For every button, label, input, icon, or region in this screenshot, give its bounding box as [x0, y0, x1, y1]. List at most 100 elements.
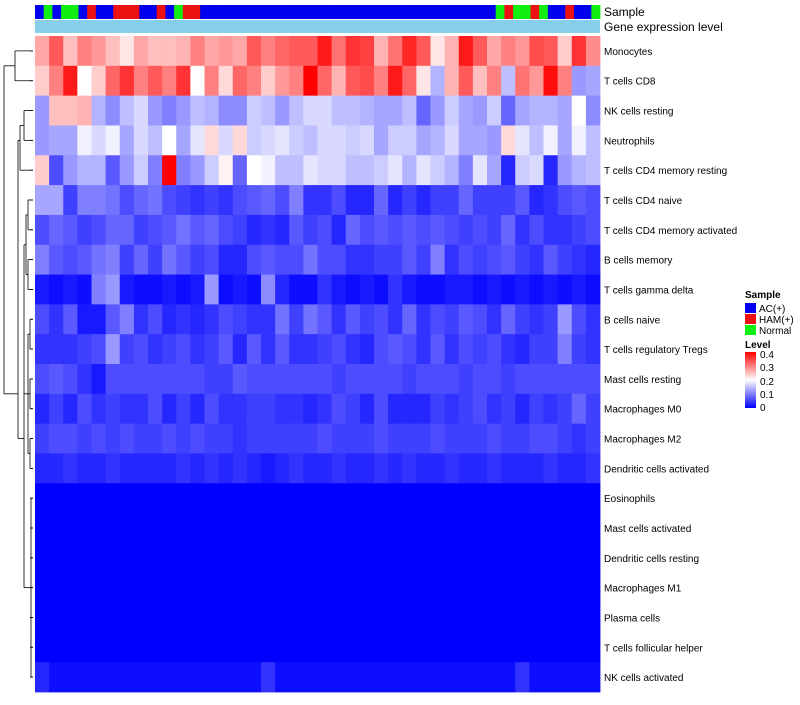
heatmap-cell: [162, 662, 177, 693]
heatmap-cell: [416, 572, 431, 603]
heatmap-cell: [571, 125, 587, 156]
heatmap-cell: [119, 632, 135, 663]
heatmap-cell: [190, 453, 205, 484]
heatmap-cell: [585, 393, 601, 425]
heatmap-cell: [275, 513, 290, 544]
heatmap-cell: [246, 214, 262, 246]
heatmap-cell: [63, 572, 78, 603]
heatmap-cell: [331, 423, 347, 454]
heatmap-cell: [515, 155, 530, 186]
heatmap-cell: [133, 483, 149, 514]
heatmap-cell: [374, 572, 389, 603]
heatmap-cell: [331, 572, 347, 603]
heatmap-cell: [388, 334, 403, 365]
heatmap-cell: [585, 304, 601, 335]
heatmap-cell: [275, 214, 290, 246]
heatmap-cell: [35, 95, 50, 126]
heatmap-cell: [119, 155, 135, 186]
heatmap-cell: [529, 214, 544, 246]
heatmap-cell: [515, 274, 530, 305]
heatmap-cell: [430, 95, 446, 126]
heatmap-cell: [133, 393, 149, 425]
heatmap-cell: [472, 304, 488, 335]
heatmap-cell: [374, 423, 389, 454]
heatmap-cell: [529, 65, 544, 97]
heatmap-cell: [472, 334, 488, 365]
heatmap-cell: [148, 304, 163, 335]
heatmap-cell: [105, 304, 121, 335]
heatmap-cell: [119, 423, 135, 454]
sample-annotation-cell: [434, 5, 444, 19]
heatmap-cell: [63, 513, 78, 544]
heatmap-cell: [416, 364, 431, 395]
heatmap-cell: [359, 483, 375, 514]
heatmap-cell: [388, 95, 403, 126]
heatmap-cell: [303, 95, 318, 126]
heatmap-cell: [261, 483, 276, 514]
heatmap-cell: [501, 244, 516, 275]
heatmap-cell: [430, 36, 446, 67]
heatmap-cell: [585, 483, 601, 514]
heatmap-cell: [345, 423, 361, 454]
heatmap-cell: [430, 214, 446, 246]
heatmap-cell: [458, 304, 474, 335]
heatmap-cell: [119, 572, 135, 603]
heatmap-cell: [49, 453, 64, 484]
heatmap-cell: [515, 393, 530, 425]
heatmap-cell: [359, 334, 375, 365]
heatmap-cell: [261, 244, 276, 275]
heatmap-cell: [416, 155, 431, 186]
row-label: T cells gamma delta: [604, 285, 694, 296]
heatmap-cell: [416, 304, 431, 335]
sample-annotation-cell: [95, 5, 105, 19]
heatmap-cell: [359, 393, 375, 425]
heatmap-cell: [148, 125, 163, 156]
heatmap-cell: [35, 155, 50, 186]
legend-label-ac: AC(+): [759, 304, 785, 315]
sample-annotation-cell: [582, 5, 592, 19]
heatmap-cell: [63, 95, 78, 126]
heatmap-cell: [331, 304, 347, 335]
heatmap-cell: [77, 662, 92, 693]
heatmap-cell: [176, 185, 191, 216]
heatmap-cell: [571, 95, 587, 126]
heatmap-cell: [218, 513, 234, 544]
heatmap-cell: [133, 185, 149, 216]
heatmap-cell: [105, 125, 121, 156]
heatmap-cell: [487, 125, 502, 156]
sample-annotation-cell: [391, 5, 401, 19]
sample-annotation-cell: [165, 5, 175, 19]
heatmap-cell: [557, 304, 573, 335]
heatmap-cell: [148, 185, 163, 216]
heatmap-cell: [317, 602, 333, 633]
heatmap-cell: [458, 513, 474, 544]
heatmap-cell: [585, 95, 601, 126]
heatmap-cell: [232, 185, 248, 216]
heatmap-cell: [303, 304, 318, 335]
expression-annotation-bar: [35, 20, 600, 33]
heatmap-cell: [388, 65, 403, 97]
heatmap-cell: [105, 602, 121, 633]
heatmap-cell: [204, 274, 220, 305]
heatmap-cell: [63, 36, 78, 67]
heatmap-cell: [190, 542, 205, 574]
heatmap-cell: [317, 36, 333, 67]
heatmap-cell: [529, 334, 544, 365]
legend-swatch-ham: [745, 314, 756, 324]
heatmap-cell: [119, 304, 135, 335]
heatmap-cell: [35, 453, 50, 484]
heatmap-cell: [515, 36, 530, 67]
track-label-expression: Gene expression level: [604, 20, 723, 34]
heatmap-cell: [430, 364, 446, 395]
heatmap-cell: [543, 542, 559, 574]
row-label: Plasma cells: [604, 613, 660, 624]
legend-swatch-normal: [745, 325, 756, 335]
heatmap-cell: [458, 632, 474, 663]
legend-label-normal: Normal: [759, 326, 791, 337]
heatmap-cell: [303, 423, 318, 454]
heatmap-cell: [529, 513, 544, 544]
heatmap-cell: [402, 214, 417, 246]
heatmap-cell: [162, 36, 177, 67]
heatmap-cell: [529, 572, 544, 603]
heatmap-cell: [204, 662, 220, 693]
